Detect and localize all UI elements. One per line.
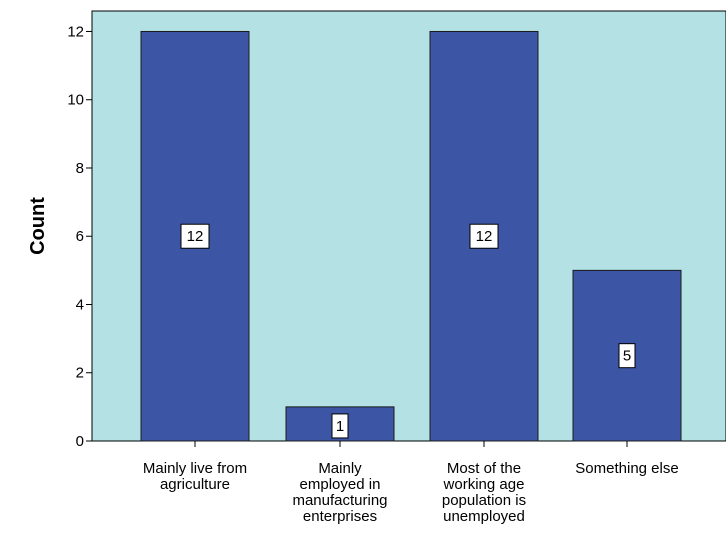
data-label-box-2 — [469, 223, 499, 249]
category-label-2-line-3: unemployed — [443, 508, 525, 525]
data-label-box-3 — [618, 343, 636, 369]
y-tick-label-8: 8 — [76, 160, 84, 177]
category-label-2-line-2: population is — [442, 492, 526, 509]
y-axis-title: Count — [27, 197, 49, 255]
category-label-0-line-0: Mainly live from — [143, 460, 247, 477]
category-label-3-line-0: Something else — [575, 460, 678, 477]
category-label-1-line-1: employed in — [300, 476, 381, 493]
y-tick-label-2: 2 — [76, 365, 84, 382]
category-label-0-line-1: agriculture — [160, 476, 230, 493]
data-label-1: 1 — [336, 418, 344, 435]
y-tick-label-4: 4 — [76, 296, 84, 313]
data-label-box-0 — [180, 223, 210, 249]
category-label-2-line-0: Most of the — [447, 460, 521, 477]
data-label-box-1 — [331, 413, 349, 439]
category-label-1-line-0: Mainly — [318, 460, 362, 477]
data-labels-layer: 12 1 12 5 — [180, 223, 636, 439]
y-tick-label-0: 0 — [76, 433, 84, 450]
y-tick-label-6: 6 — [76, 228, 84, 245]
category-label-1-line-3: enterprises — [303, 508, 377, 525]
y-tick-label-10: 10 — [67, 92, 84, 109]
data-label-3: 5 — [623, 348, 631, 365]
y-tick-label-12: 12 — [67, 23, 84, 40]
category-label-1-line-2: manufacturing — [292, 492, 387, 509]
data-label-2: 12 — [476, 228, 493, 245]
category-label-2-line-1: working age — [443, 476, 525, 493]
data-label-0: 12 — [187, 228, 204, 245]
